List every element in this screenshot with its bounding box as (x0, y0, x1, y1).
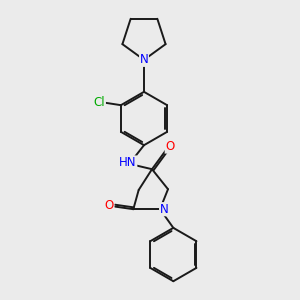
Text: O: O (165, 140, 175, 153)
Text: Cl: Cl (94, 96, 105, 109)
Text: N: N (140, 53, 148, 66)
Text: O: O (105, 199, 114, 212)
Text: N: N (160, 203, 168, 216)
Text: HN: HN (119, 156, 137, 169)
